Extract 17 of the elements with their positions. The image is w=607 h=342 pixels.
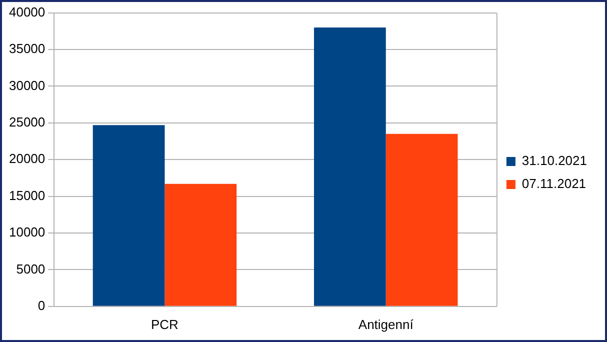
y-tick-label: 5000 [16,261,46,276]
legend-label: 31.10.2021 [522,153,588,168]
x-tick-label: PCR [150,316,178,332]
y-tick-label: 10000 [8,224,46,240]
y-tick-label: 40000 [8,4,46,20]
bar [92,125,165,306]
bar [164,184,237,306]
bar [314,27,386,306]
legend-label: 07.11.2021 [522,176,586,192]
y-tick-label: 15000 [8,188,46,203]
y-tick-label: 0 [38,298,46,313]
y-tick-label: 35000 [8,41,46,56]
bar [386,134,458,306]
y-tick-label: 20000 [8,151,46,166]
x-tick-label: Antigenní [358,316,414,332]
y-tick-label: 30000 [8,78,46,93]
y-tick-label: 25000 [8,114,46,130]
